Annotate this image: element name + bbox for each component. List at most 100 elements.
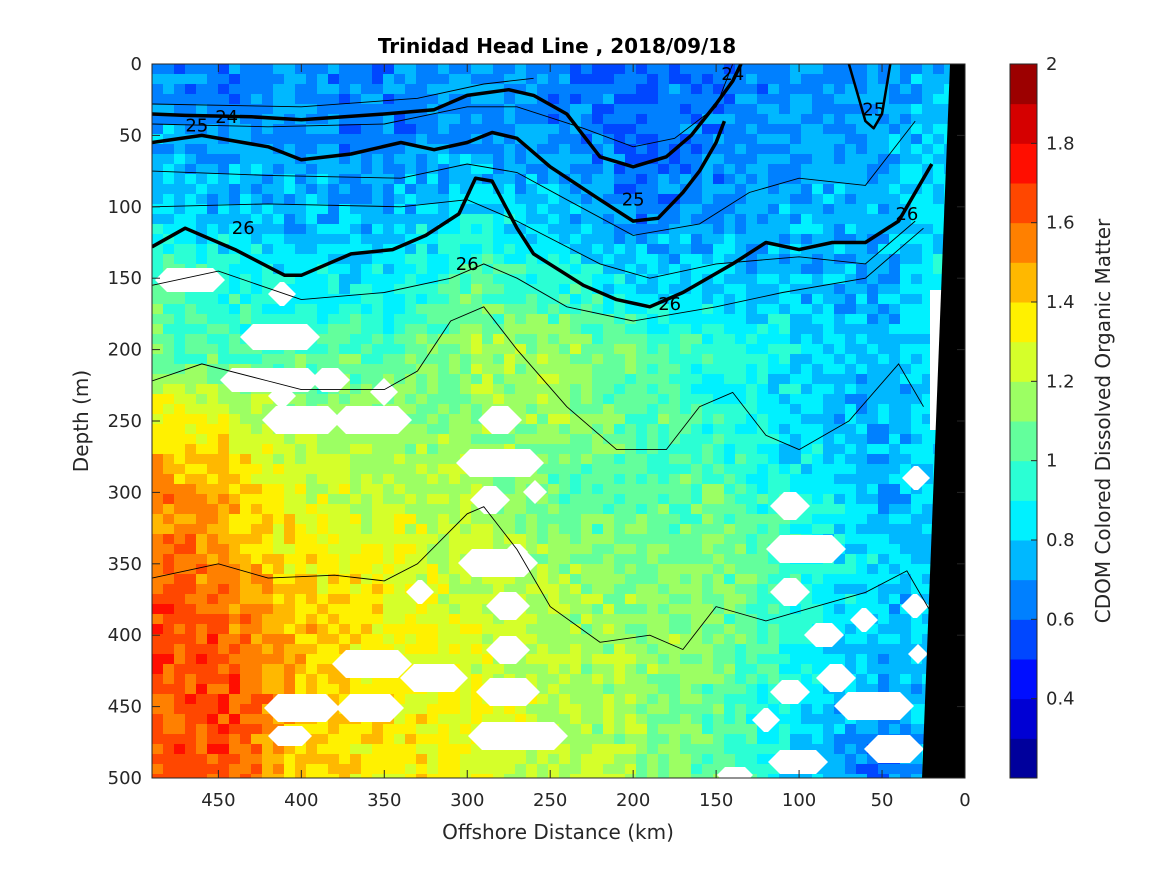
heat-cell xyxy=(350,244,362,255)
heat-cell xyxy=(295,74,307,85)
heat-cell xyxy=(911,344,923,355)
heat-cell xyxy=(427,314,439,325)
heat-cell xyxy=(449,554,461,565)
heat-cell xyxy=(900,84,912,95)
heat-cell xyxy=(383,534,395,545)
heat-cell xyxy=(350,454,362,465)
heat-cell xyxy=(482,244,494,255)
heat-cell xyxy=(251,714,263,725)
heat-cell xyxy=(691,64,703,75)
heat-cell xyxy=(768,294,780,305)
heat-cell xyxy=(878,304,890,315)
heat-cell xyxy=(702,184,714,195)
heat-cell xyxy=(438,484,450,495)
heat-cell xyxy=(856,484,868,495)
heat-cell xyxy=(394,464,406,475)
heat-cell xyxy=(746,284,758,295)
heat-cell xyxy=(691,414,703,425)
heat-cell xyxy=(889,194,901,205)
heat-cell xyxy=(625,174,637,185)
heat-cell xyxy=(636,564,648,575)
heat-cell xyxy=(570,594,582,605)
heat-cell xyxy=(295,474,307,485)
heat-cell xyxy=(240,114,252,125)
heat-cell xyxy=(482,234,494,245)
heat-cell xyxy=(746,264,758,275)
heat-cell xyxy=(174,494,186,505)
heat-cell xyxy=(724,464,736,475)
heat-cell xyxy=(768,434,780,445)
heat-cell xyxy=(383,324,395,335)
heat-cell xyxy=(691,664,703,675)
heat-cell xyxy=(603,74,615,85)
heat-cell xyxy=(427,624,439,635)
heat-cell xyxy=(680,544,692,555)
heat-cell xyxy=(669,164,681,175)
heat-cell xyxy=(581,114,593,125)
heat-cell xyxy=(603,644,615,655)
heat-cell xyxy=(471,404,483,415)
heat-cell xyxy=(669,464,681,475)
heat-cell xyxy=(900,164,912,175)
heat-cell xyxy=(724,404,736,415)
heat-cell xyxy=(229,714,241,725)
heat-cell xyxy=(834,334,846,345)
heat-cell xyxy=(614,714,626,725)
heat-cell xyxy=(493,74,505,85)
heat-cell xyxy=(592,254,604,265)
heat-cell xyxy=(163,584,175,595)
heat-cell xyxy=(900,614,912,625)
heat-cell xyxy=(394,334,406,345)
heat-cell xyxy=(372,284,384,295)
heat-cell xyxy=(647,594,659,605)
heat-cell xyxy=(416,364,428,375)
heat-cell xyxy=(647,304,659,315)
heat-cell xyxy=(713,364,725,375)
heat-cell xyxy=(174,84,186,95)
heat-cell xyxy=(152,264,164,275)
heat-cell xyxy=(680,674,692,685)
heat-cell xyxy=(515,124,527,135)
heat-cell xyxy=(559,554,571,565)
heat-cell xyxy=(834,284,846,295)
heat-cell xyxy=(273,464,285,475)
heat-cell xyxy=(449,424,461,435)
heat-cell xyxy=(724,264,736,275)
heat-cell xyxy=(207,424,219,435)
heat-cell xyxy=(570,144,582,155)
heat-cell xyxy=(922,324,934,335)
heat-cell xyxy=(174,654,186,665)
heat-cell xyxy=(251,564,263,575)
heat-cell xyxy=(383,574,395,585)
heat-cell xyxy=(746,474,758,485)
heat-cell xyxy=(504,534,516,545)
heat-cell xyxy=(592,354,604,365)
heat-cell xyxy=(559,594,571,605)
heat-cell xyxy=(174,594,186,605)
heat-cell xyxy=(493,154,505,165)
heat-cell xyxy=(680,234,692,245)
heat-cell xyxy=(878,394,890,405)
heat-cell xyxy=(636,454,648,465)
heat-cell xyxy=(768,594,780,605)
heat-cell xyxy=(691,514,703,525)
heat-cell xyxy=(669,544,681,555)
heat-cell xyxy=(889,314,901,325)
heat-cell xyxy=(900,714,912,725)
heat-cell xyxy=(713,254,725,265)
heat-cell xyxy=(691,174,703,185)
heat-cell xyxy=(669,364,681,375)
heat-cell xyxy=(306,144,318,155)
heat-cell xyxy=(713,294,725,305)
heat-cell xyxy=(801,214,813,225)
heat-cell xyxy=(449,714,461,725)
heat-cell xyxy=(471,144,483,155)
heat-cell xyxy=(449,654,461,665)
heat-cell xyxy=(207,664,219,675)
heat-cell xyxy=(636,584,648,595)
heat-cell xyxy=(570,164,582,175)
heat-cell xyxy=(328,344,340,355)
heat-cell xyxy=(856,334,868,345)
heat-cell xyxy=(174,64,186,75)
heat-cell xyxy=(218,394,230,405)
